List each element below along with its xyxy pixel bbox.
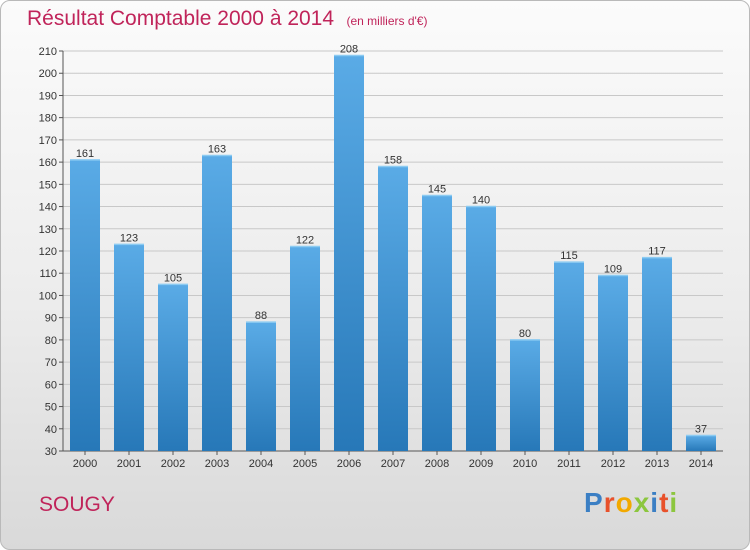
x-tick-label: 2013 (645, 458, 669, 470)
bar (114, 244, 144, 451)
data-label: 109 (604, 263, 622, 275)
y-tick-label: 180 (39, 113, 57, 125)
y-tick-label: 140 (39, 202, 57, 214)
bar (510, 339, 540, 451)
bar (202, 155, 232, 451)
y-tick-label: 30 (45, 446, 57, 458)
bar (422, 195, 452, 451)
logo-letter: o (615, 487, 634, 518)
y-tick-label: 210 (39, 46, 57, 58)
data-label: 115 (560, 250, 578, 262)
x-tick-label: 2014 (689, 458, 713, 470)
x-tick-label: 2004 (249, 458, 273, 470)
data-label: 117 (648, 246, 666, 258)
bar (70, 159, 100, 451)
logo-letter: x (633, 487, 651, 518)
data-label: 161 (76, 148, 94, 160)
x-tick-label: 2003 (205, 458, 229, 470)
bar (598, 275, 628, 451)
bar (686, 435, 716, 451)
y-tick-label: 50 (45, 402, 57, 414)
x-tick-label: 2007 (381, 458, 405, 470)
bar (466, 206, 496, 451)
logo-letter: t (659, 487, 670, 518)
data-label: 123 (120, 232, 138, 244)
y-tick-label: 160 (39, 157, 57, 169)
x-tick-label: 2011 (557, 458, 581, 470)
y-tick-label: 170 (39, 135, 57, 147)
commune-name: SOUGY (39, 493, 115, 516)
x-tick-label: 2000 (73, 458, 97, 470)
y-tick-label: 120 (39, 246, 57, 258)
data-label: 37 (695, 423, 707, 435)
bar (642, 257, 672, 451)
bar (290, 246, 320, 451)
y-tick-label: 190 (39, 90, 57, 102)
x-tick-label: 2009 (469, 458, 493, 470)
data-label: 122 (296, 235, 314, 247)
x-tick-label: 2008 (425, 458, 449, 470)
logo-letter: P (584, 487, 604, 518)
bar (334, 55, 364, 451)
x-tick-label: 2001 (117, 458, 141, 470)
y-tick-label: 80 (45, 335, 57, 347)
bar (158, 284, 188, 451)
y-tick-label: 100 (39, 290, 57, 302)
x-tick-label: 2005 (293, 458, 317, 470)
data-label: 80 (519, 328, 531, 340)
x-tick-label: 2002 (161, 458, 185, 470)
x-tick-label: 2010 (513, 458, 537, 470)
data-label: 163 (208, 143, 226, 155)
y-tick-label: 60 (45, 379, 57, 391)
proxiti-logo: Proxiti (584, 487, 678, 519)
chart-title: Résultat Comptable 2000 à 2014 (en milli… (27, 7, 427, 31)
y-tick-label: 200 (39, 68, 57, 80)
chart-unit: (en milliers d'€) (346, 14, 428, 28)
y-tick-label: 90 (45, 313, 57, 325)
logo-letter: i (650, 487, 660, 518)
data-label: 88 (255, 310, 267, 322)
y-tick-label: 130 (39, 224, 57, 236)
bar (246, 322, 276, 451)
data-label: 145 (428, 183, 446, 195)
y-tick-label: 40 (45, 424, 57, 436)
data-label: 208 (340, 43, 358, 55)
data-label: 105 (164, 272, 182, 284)
bar (378, 166, 408, 452)
y-tick-label: 150 (39, 179, 57, 191)
bar (554, 262, 584, 451)
y-tick-label: 70 (45, 357, 57, 369)
data-label: 158 (384, 155, 402, 167)
logo-letter: i (669, 487, 679, 518)
y-tick-label: 110 (39, 268, 57, 280)
data-label: 140 (472, 195, 490, 207)
x-tick-label: 2006 (337, 458, 361, 470)
chart-title-text: Résultat Comptable 2000 à 2014 (27, 7, 335, 30)
x-tick-label: 2012 (601, 458, 625, 470)
logo-letter: r (603, 487, 616, 518)
